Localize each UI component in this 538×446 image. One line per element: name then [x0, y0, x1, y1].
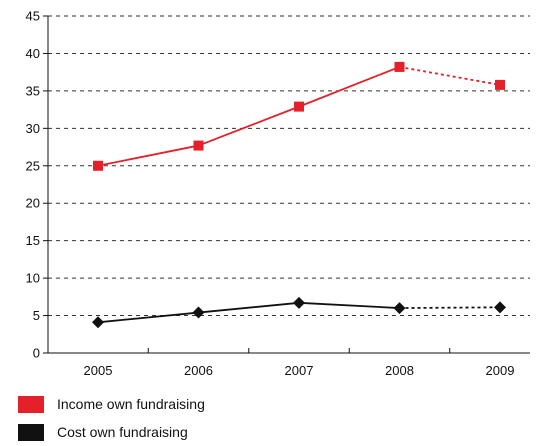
y-tick-label: 10 — [26, 271, 40, 286]
series-0-point-4 — [495, 79, 505, 90]
legend-item-income: Income own fundraising — [18, 390, 205, 418]
series-0-segment-1 — [198, 105, 300, 147]
series-lines — [97, 66, 501, 324]
y-tick-label: 30 — [26, 121, 40, 136]
y-tick-label: 20 — [26, 196, 40, 211]
line-chart-svg: 0 5 10 15 20 25 30 35 40 45 2005 2006 2007 2008 2009 — [26, 9, 530, 378]
series-1-point-4 — [494, 301, 506, 314]
series-1-segment-0 — [97, 311, 199, 324]
series-0-segment-2 — [298, 66, 400, 108]
legend-swatch-income — [18, 395, 44, 413]
series-1-point-3 — [393, 302, 406, 315]
series-1-point-0 — [92, 316, 104, 329]
series-1-segment-2 — [298, 301, 400, 309]
x-tick-labels: 2005 2006 2007 2008 2009 — [84, 363, 515, 378]
legend-label-income: Income own fundraising — [57, 396, 205, 412]
y-tick-label: 35 — [26, 83, 40, 98]
x-tick-label: 2009 — [486, 363, 515, 378]
y-tick-label: 5 — [33, 308, 40, 323]
x-tick-label: 2005 — [84, 363, 113, 378]
series-1-segment-1 — [198, 301, 300, 314]
legend-label-cost: Cost own fundraising — [57, 424, 188, 440]
series-0-segment-0 — [97, 144, 199, 167]
legend-item-cost: Cost own fundraising — [18, 418, 205, 446]
gridlines — [48, 15, 530, 317]
y-tick-label: 25 — [26, 158, 40, 173]
series-0-point-1 — [193, 140, 204, 151]
x-tick-label: 2008 — [385, 363, 414, 378]
series-0-point-3 — [394, 61, 405, 72]
y-tick-label: 45 — [26, 9, 40, 24]
series-1-point-1 — [192, 306, 205, 319]
data-points — [92, 61, 506, 329]
chart: 0 5 10 15 20 25 30 35 40 45 2005 2006 2007 2008 2009 … — [18, 9, 530, 441]
series-1-point-2 — [293, 296, 305, 309]
y-tick-labels: 0 5 10 15 20 25 30 35 40 45 — [26, 9, 40, 361]
y-tick-label: 15 — [26, 233, 40, 248]
legend-swatch-cost — [18, 423, 44, 441]
y-tick-label: 40 — [26, 46, 40, 61]
x-tick-label: 2007 — [285, 363, 314, 378]
axes — [43, 15, 530, 354]
y-tick-label: 0 — [33, 346, 40, 361]
legend: Income own fundraising Cost own fundrais… — [18, 390, 205, 446]
x-tick-label: 2006 — [184, 363, 213, 378]
series-0-segment-3 — [399, 66, 501, 86]
series-0-point-2 — [294, 101, 304, 112]
series-0-point-0 — [93, 160, 103, 171]
series-1-segment-3 — [399, 306, 501, 309]
